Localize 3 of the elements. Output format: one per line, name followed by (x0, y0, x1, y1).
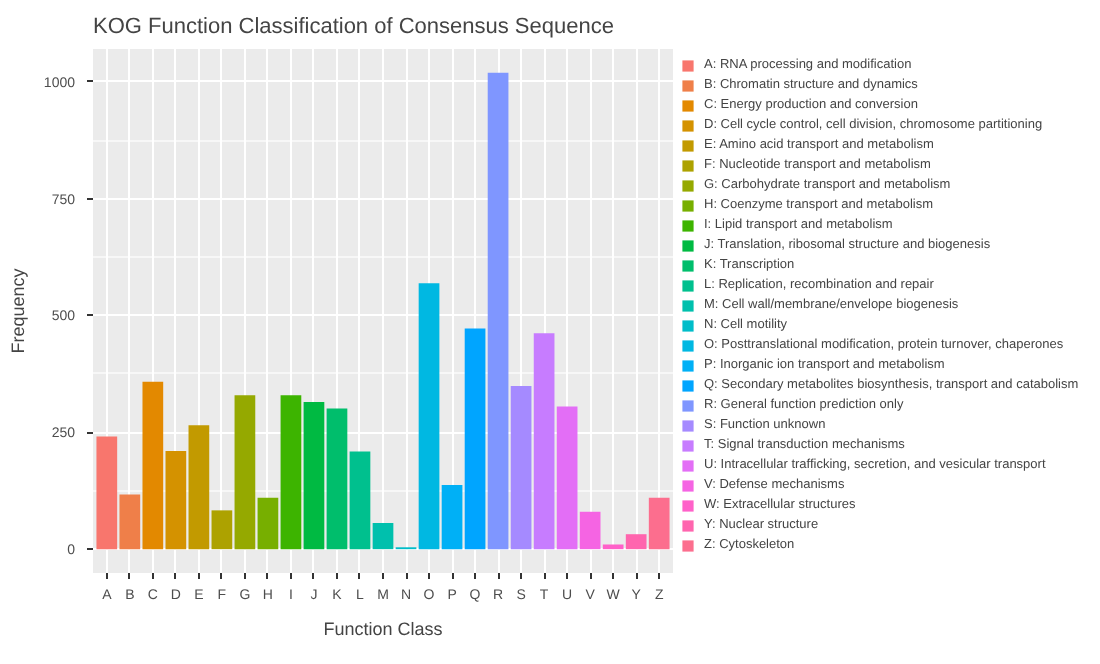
x-axis-title: Function Class (323, 619, 444, 639)
chart-title: KOG Function Classification of Consensus Sequence (93, 15, 614, 39)
y-axis-title: Frequency (7, 267, 28, 354)
